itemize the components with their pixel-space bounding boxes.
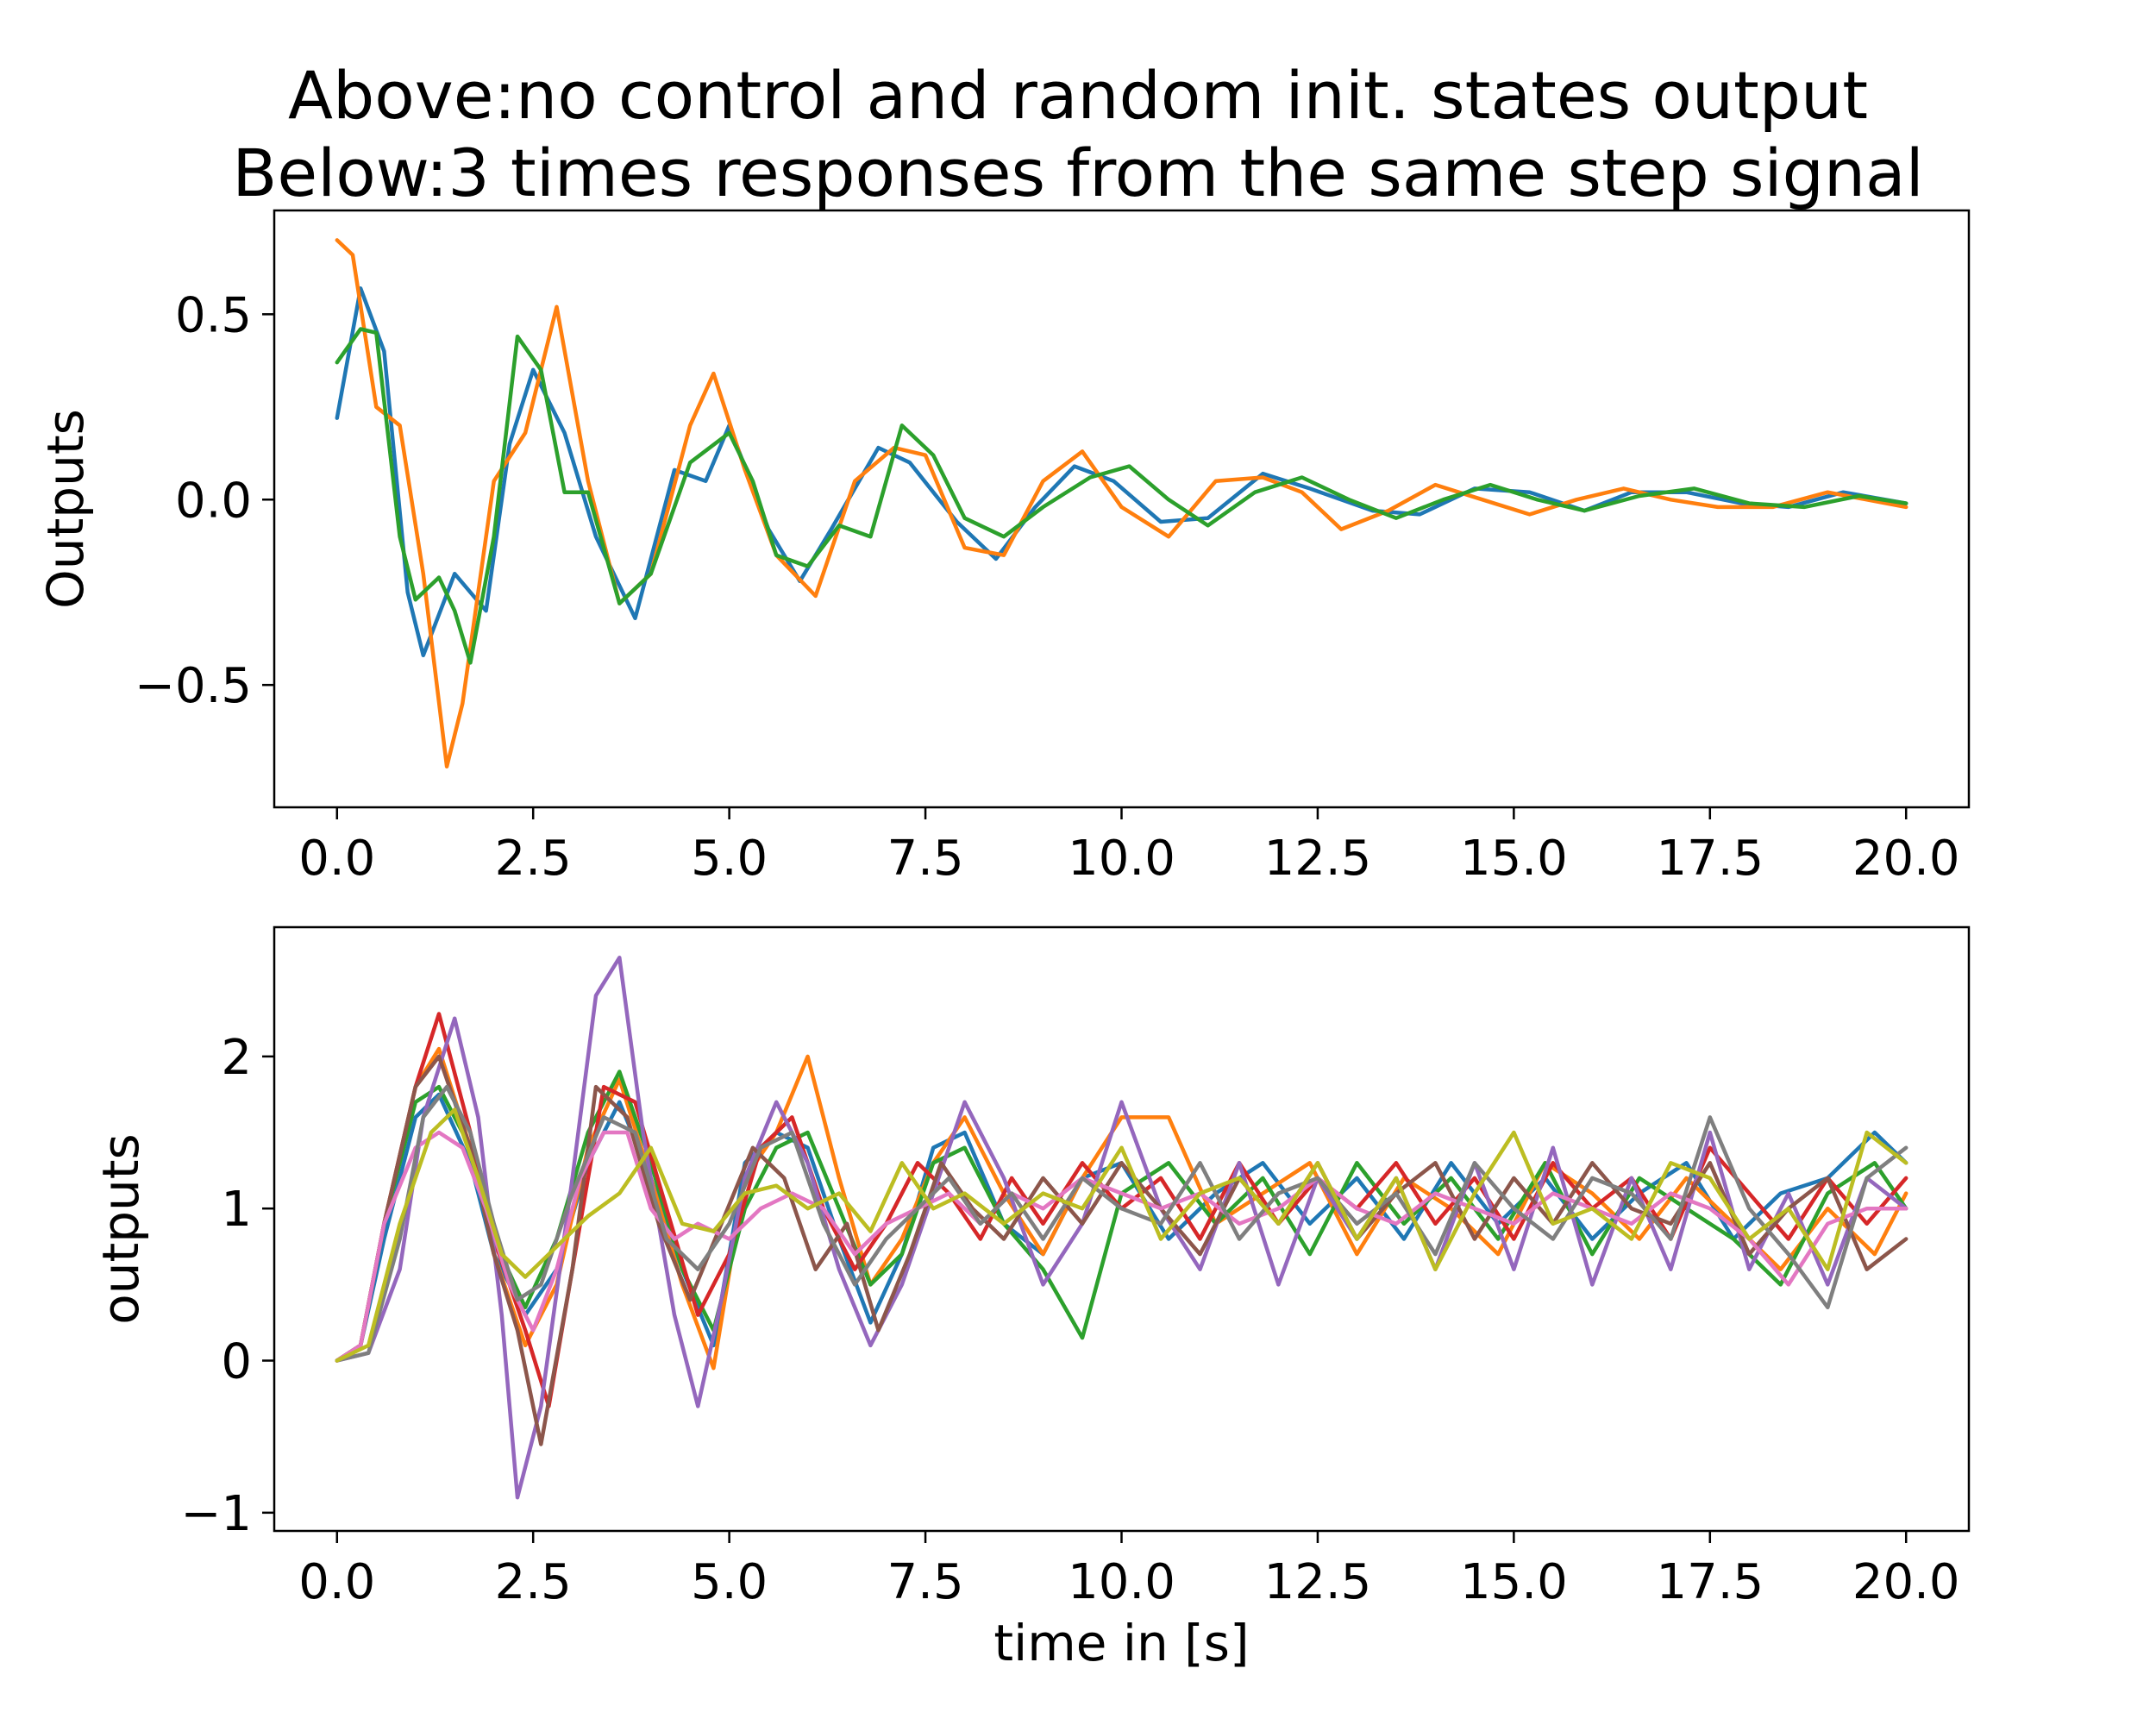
lower-y-tick-label: 1 — [221, 1182, 252, 1238]
figure-title-line-2: Below:3 times responses from the same st… — [232, 135, 1924, 211]
lower-series-line-5 — [335, 956, 1908, 1500]
upper-series-line-3 — [335, 327, 1908, 665]
lower-series-line-4 — [335, 1012, 1908, 1408]
upper-x-tick-label: 20.0 — [1852, 831, 1960, 887]
upper-x-tick-label: 15.0 — [1460, 831, 1568, 887]
lower-y-tick-label: 0 — [221, 1334, 252, 1390]
lower-y-tick-label: −1 — [180, 1486, 252, 1542]
lower-x-tick-label: 0.0 — [298, 1554, 375, 1610]
lower-series-line-3 — [335, 1070, 1908, 1363]
lower-series-line-6 — [335, 1054, 1908, 1446]
upper-x-tick-label: 5.0 — [691, 831, 768, 887]
upper-x-tick-label: 12.5 — [1264, 831, 1372, 887]
lower-x-tick-label: 2.5 — [495, 1554, 572, 1610]
lower-x-tick-label: 20.0 — [1852, 1554, 1960, 1610]
lower-series-line-9 — [335, 1107, 1908, 1363]
lower-x-tick-label: 10.0 — [1068, 1554, 1175, 1610]
upper-series-line-1 — [335, 286, 1908, 658]
lower-y-axis-label: outputs — [91, 1133, 150, 1325]
upper-x-tick-label: 10.0 — [1068, 831, 1175, 887]
lower-series-line-2 — [335, 1046, 1908, 1371]
upper-x-tick-label: 0.0 — [298, 831, 375, 887]
upper-y-tick-label: 0.0 — [175, 473, 252, 529]
upper-x-tick-label: 7.5 — [887, 831, 964, 887]
lower-series-line-8 — [335, 1084, 1908, 1363]
lower-x-tick-label: 7.5 — [887, 1554, 964, 1610]
figure-title: Above:no control and random init. states… — [0, 57, 2156, 212]
upper-series-line-2 — [335, 238, 1908, 768]
upper-y-tick-label: 0.5 — [175, 287, 252, 343]
upper-y-tick-label: −0.5 — [135, 658, 252, 714]
upper-y-axis-label: Outputs — [36, 409, 95, 609]
upper-x-tick-label: 2.5 — [495, 831, 572, 887]
lower-x-tick-label: 5.0 — [691, 1554, 768, 1610]
lower-x-tick-label: 15.0 — [1460, 1554, 1568, 1610]
lower-series-line-1 — [335, 1092, 1908, 1363]
lower-x-tick-label: 12.5 — [1264, 1554, 1372, 1610]
upper-x-tick-label: 17.5 — [1656, 831, 1764, 887]
figure-title-line-1: Above:no control and random init. states… — [287, 57, 1868, 134]
lower-x-axis-label: time in [s] — [993, 1614, 1249, 1672]
lower-x-tick-label: 17.5 — [1656, 1554, 1764, 1610]
lower-y-tick-label: 2 — [221, 1030, 252, 1086]
